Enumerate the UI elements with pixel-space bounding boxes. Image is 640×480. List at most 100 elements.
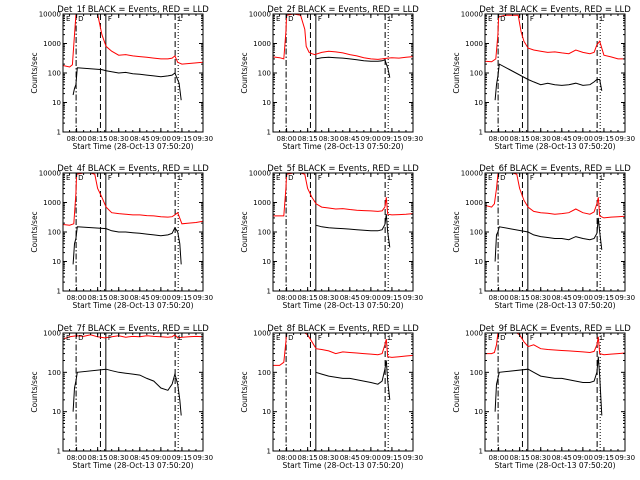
lld-series-line [63,173,203,226]
x-tick-label: 09:00 [151,135,171,143]
x-tick-label: 08:30 [109,454,129,462]
y-axis-label: Counts/sec [30,211,39,252]
x-axis-label: Start Time (28-Oct-13 07:50:20) [72,461,193,470]
y-tick-label: 10000 [249,11,271,19]
x-tick-label: 09:00 [361,294,381,302]
y-tick-label: 10 [474,258,483,266]
x-tick-label: 08:30 [531,454,551,462]
x-tick-label: 09:15 [382,454,402,462]
x-tick-label: 08:45 [552,294,572,302]
flag-label: D [500,174,505,182]
y-tick-label: 1 [267,448,271,456]
x-tick-label: 08:45 [552,454,572,462]
panel-title: Det_6f BLACK = Events, RED = LLD [479,164,631,174]
x-tick-label: 09:30 [615,294,635,302]
events-series-line [494,356,603,416]
plot-frame [62,332,204,452]
x-tick-label: 08:15 [88,454,108,462]
data-layer [63,173,203,291]
flag-label: E [66,15,70,23]
panel-title: Det_7f BLACK = Events, RED = LLD [57,324,209,334]
flag-label: F [108,174,112,182]
x-tick-label: 08:45 [130,294,150,302]
x-tick-label: 08:30 [109,294,129,302]
data-layer [63,14,203,132]
flag-label: D [288,15,293,23]
y-tick-label: 1000 [43,40,61,48]
plot-frame [272,172,414,292]
y-axis-label: Counts/sec [240,371,249,412]
y-tick-label: 1 [479,129,483,137]
y-tick-label: 100 [48,70,61,78]
flag-label: L [388,334,392,342]
y-tick-label: 100 [48,229,61,237]
x-tick-label: 09:30 [193,454,213,462]
flag-label: E [66,334,70,342]
x-tick-label: 09:30 [403,294,423,302]
y-axis-label: Counts/sec [30,371,39,412]
y-tick-label: 1000 [253,330,271,338]
x-tick-label: 08:15 [88,294,108,302]
panel-title: Det_9f BLACK = Events, RED = LLD [479,324,631,334]
x-tick-label: 09:00 [573,135,593,143]
x-tick-label: 09:00 [361,454,381,462]
events-series-line [315,214,391,248]
x-tick-label: 08:30 [531,294,551,302]
y-tick-label: 100 [258,369,271,377]
x-axis-label: Start Time (28-Oct-13 07:50:20) [282,461,403,470]
y-tick-label: 1000 [465,40,483,48]
x-tick-label: 08:45 [340,135,360,143]
y-tick-label: 1000 [43,330,61,338]
data-layer [273,173,413,291]
y-tick-label: 10 [262,258,271,266]
y-tick-label: 1 [267,288,271,296]
x-tick-label: 09:15 [172,135,192,143]
flag-label: L [600,15,604,23]
x-axis-label: Start Time (28-Oct-13 07:50:20) [72,301,193,310]
plot-frame [62,172,204,292]
x-tick-label: 09:15 [382,294,402,302]
panel-title: Det_4f BLACK = Events, RED = LLD [57,164,209,174]
x-tick-label: 08:15 [298,454,318,462]
y-axis-label: Counts/sec [452,371,461,412]
flag-label: E [276,334,280,342]
x-tick-label: 09:30 [193,294,213,302]
x-tick-label: 09:30 [615,135,635,143]
plot-frame [272,13,414,133]
panel-title: Det_5f BLACK = Events, RED = LLD [267,164,419,174]
x-tick-label: 08:45 [340,294,360,302]
x-tick-label: 08:30 [319,454,339,462]
flag-label: F [530,15,534,23]
flag-label: F [530,334,534,342]
y-tick-label: 10 [262,408,271,416]
flag-label: L [388,15,392,23]
flag-label: F [318,174,322,182]
lld-series-line [273,14,413,60]
plot-frame [484,332,626,452]
x-tick-label: 08:00 [488,135,508,143]
flag-label: D [288,174,293,182]
y-axis-label: Counts/sec [240,211,249,252]
y-tick-label: 10 [474,408,483,416]
flag-label: F [108,15,112,23]
x-axis-label: Start Time (28-Oct-13 07:50:20) [282,301,403,310]
y-tick-label: 1 [57,448,61,456]
events-series-line [494,63,603,101]
y-tick-label: 10000 [249,170,271,178]
plot-frame [484,172,626,292]
lld-series-line [273,333,413,366]
events-series-line [315,56,391,78]
y-tick-label: 100 [470,70,483,78]
x-tick-label: 09:00 [573,294,593,302]
x-tick-label: 09:15 [594,454,614,462]
flag-label: F [108,334,112,342]
lld-series-line [485,333,625,356]
y-tick-label: 1000 [465,199,483,207]
events-series-line [72,368,182,416]
